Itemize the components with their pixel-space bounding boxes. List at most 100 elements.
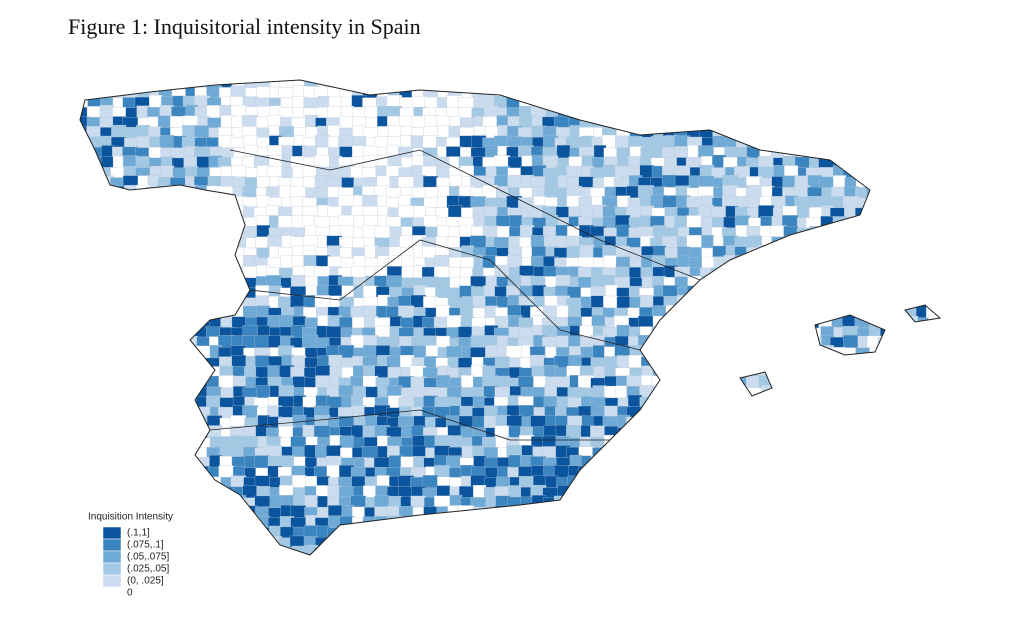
municipality: [785, 107, 799, 119]
municipality: [797, 377, 811, 389]
municipality: [820, 345, 835, 359]
municipality: [855, 176, 871, 189]
municipality: [833, 236, 847, 249]
municipality: [747, 80, 763, 89]
municipality: [676, 315, 691, 329]
municipality: [878, 447, 895, 459]
municipality: [700, 336, 715, 349]
municipality: [844, 386, 859, 399]
municipality: [111, 387, 127, 399]
municipality: [927, 155, 940, 169]
municipality: [605, 506, 619, 519]
municipality: [724, 386, 739, 399]
municipality: [809, 266, 823, 279]
municipality: [782, 497, 799, 509]
municipality: [710, 515, 727, 529]
municipality: [700, 426, 715, 439]
municipality: [855, 80, 871, 89]
municipality: [794, 267, 811, 279]
municipality: [940, 335, 954, 348]
municipality: [88, 335, 103, 349]
municipality: [111, 497, 127, 509]
municipality: [854, 105, 871, 119]
municipality: [942, 435, 954, 448]
municipality: [711, 206, 727, 219]
municipality: [759, 106, 775, 119]
municipality: [125, 495, 139, 509]
municipality: [723, 466, 739, 479]
municipality: [461, 445, 475, 459]
municipality: [124, 216, 139, 229]
municipality: [916, 556, 930, 568]
municipality: [772, 96, 787, 109]
municipality: [699, 547, 715, 555]
municipality: [761, 545, 775, 555]
municipality: [734, 415, 751, 429]
municipality: [627, 486, 643, 499]
municipality: [326, 177, 343, 189]
municipality: [137, 80, 151, 89]
municipality: [675, 485, 691, 499]
municipality: [701, 256, 715, 269]
municipality: [339, 556, 354, 568]
municipality: [736, 436, 751, 449]
municipality: [890, 457, 907, 469]
municipality: [157, 447, 175, 459]
municipality: [748, 427, 763, 439]
municipality: [722, 185, 739, 199]
municipality: [675, 474, 691, 489]
municipality: [209, 214, 223, 229]
municipality: [653, 107, 667, 119]
municipality: [916, 247, 931, 259]
municipality: [651, 526, 667, 539]
municipality: [388, 558, 402, 568]
municipality: [496, 80, 511, 89]
municipality: [941, 197, 954, 208]
municipality: [88, 386, 103, 399]
municipality: [194, 235, 211, 249]
municipality: [80, 357, 91, 369]
municipality: [772, 134, 787, 149]
municipality: [219, 205, 235, 219]
municipality: [866, 445, 883, 459]
municipality: [736, 467, 751, 479]
municipality: [269, 495, 283, 509]
municipality: [457, 505, 475, 519]
municipality: [484, 507, 499, 519]
municipality: [614, 477, 631, 489]
municipality: [603, 465, 619, 479]
municipality: [711, 327, 727, 339]
municipality: [80, 85, 91, 99]
municipality: [701, 80, 715, 89]
municipality: [461, 245, 475, 259]
municipality: [86, 535, 103, 549]
municipality: [818, 475, 835, 489]
municipality: [602, 106, 619, 119]
municipality: [687, 375, 703, 389]
municipality: [784, 355, 799, 369]
municipality: [449, 547, 463, 555]
municipality: [638, 467, 655, 479]
municipality: [711, 495, 727, 509]
municipality: [182, 306, 199, 319]
municipality: [590, 476, 607, 489]
municipality: [771, 117, 787, 129]
municipality: [905, 445, 919, 459]
municipality: [256, 86, 271, 99]
municipality: [770, 396, 787, 409]
municipality: [820, 287, 835, 299]
municipality: [722, 396, 739, 409]
municipality: [677, 527, 691, 539]
municipality: [769, 80, 787, 89]
municipality: [578, 85, 595, 99]
municipality: [398, 205, 415, 219]
municipality: [544, 506, 559, 519]
municipality: [867, 125, 883, 139]
municipality: [568, 80, 583, 89]
municipality: [316, 558, 330, 568]
municipality: [830, 496, 847, 509]
municipality: [902, 186, 919, 199]
legend-label: (.1,1]: [127, 528, 150, 539]
municipality: [652, 96, 667, 109]
municipality: [808, 327, 823, 339]
